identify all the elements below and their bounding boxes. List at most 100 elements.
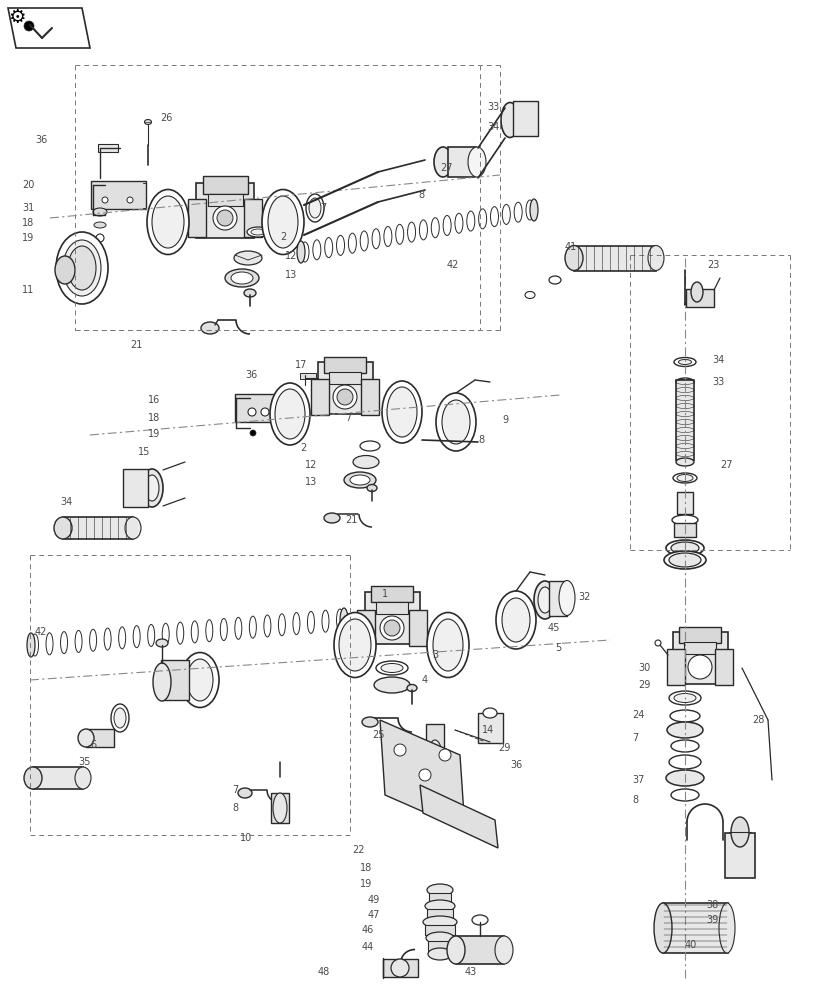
Bar	[425, 925, 455, 935]
Text: 8: 8	[232, 803, 238, 813]
Ellipse shape	[125, 517, 141, 539]
Ellipse shape	[672, 515, 698, 525]
Ellipse shape	[442, 400, 470, 444]
Bar	[448, 147, 476, 177]
Circle shape	[24, 21, 34, 31]
Bar	[244, 199, 262, 237]
Text: 2: 2	[300, 443, 306, 453]
Text: 12: 12	[305, 460, 317, 470]
Text: 7: 7	[320, 203, 326, 213]
Ellipse shape	[501, 103, 519, 137]
Text: 10: 10	[240, 833, 252, 843]
Bar	[428, 941, 452, 951]
Circle shape	[439, 749, 451, 761]
Bar	[674, 523, 696, 537]
Bar	[456, 936, 504, 964]
Ellipse shape	[391, 959, 409, 977]
Bar	[317, 362, 372, 414]
Bar	[86, 729, 114, 747]
Text: 13: 13	[305, 477, 317, 487]
Text: 12: 12	[285, 251, 297, 261]
Bar	[383, 959, 418, 977]
Text: 29: 29	[498, 743, 510, 753]
Ellipse shape	[275, 389, 305, 439]
Ellipse shape	[362, 717, 378, 727]
Bar	[202, 176, 247, 194]
Ellipse shape	[381, 664, 403, 672]
Ellipse shape	[181, 652, 219, 708]
Text: 8: 8	[418, 190, 424, 200]
Bar	[300, 373, 316, 379]
Ellipse shape	[268, 196, 298, 248]
Ellipse shape	[654, 903, 672, 953]
Ellipse shape	[427, 884, 453, 896]
Bar	[207, 194, 242, 206]
Ellipse shape	[667, 722, 703, 738]
Ellipse shape	[382, 381, 422, 443]
Circle shape	[213, 206, 237, 230]
Bar	[725, 832, 755, 878]
Ellipse shape	[534, 581, 556, 619]
Ellipse shape	[673, 473, 697, 483]
Text: 42: 42	[35, 627, 47, 637]
Bar	[677, 492, 693, 514]
Bar	[324, 357, 366, 373]
Text: 13: 13	[285, 270, 297, 280]
Ellipse shape	[731, 817, 749, 847]
Bar	[311, 379, 329, 415]
Ellipse shape	[428, 948, 452, 960]
Ellipse shape	[676, 458, 694, 466]
Circle shape	[248, 408, 256, 416]
Ellipse shape	[719, 903, 735, 953]
Bar	[161, 660, 189, 700]
Ellipse shape	[678, 360, 691, 364]
Text: 1: 1	[382, 589, 388, 599]
Text: 36: 36	[510, 760, 522, 770]
Text: 40: 40	[685, 940, 697, 950]
Text: 18: 18	[148, 413, 160, 423]
Text: 19: 19	[360, 879, 372, 889]
Text: 34: 34	[60, 497, 73, 507]
Ellipse shape	[27, 633, 35, 657]
Bar	[672, 632, 728, 684]
Bar	[361, 379, 379, 415]
Ellipse shape	[156, 639, 168, 647]
Ellipse shape	[63, 240, 101, 296]
Bar	[426, 724, 444, 756]
Ellipse shape	[244, 289, 256, 297]
Bar	[477, 713, 503, 743]
Ellipse shape	[147, 190, 189, 254]
Ellipse shape	[666, 540, 704, 556]
Circle shape	[96, 234, 104, 242]
Ellipse shape	[93, 208, 107, 216]
Ellipse shape	[114, 708, 126, 728]
Ellipse shape	[24, 767, 42, 789]
Bar	[365, 592, 419, 644]
Ellipse shape	[152, 196, 184, 248]
Ellipse shape	[434, 147, 452, 177]
Text: 27: 27	[720, 460, 733, 470]
Ellipse shape	[94, 222, 106, 228]
Bar	[679, 627, 721, 643]
Bar	[357, 610, 375, 646]
Ellipse shape	[691, 282, 703, 302]
Ellipse shape	[671, 740, 699, 752]
Text: 15: 15	[138, 447, 150, 457]
Ellipse shape	[78, 729, 94, 747]
Ellipse shape	[674, 694, 696, 702]
Ellipse shape	[433, 619, 463, 671]
Text: 16: 16	[148, 395, 160, 405]
Ellipse shape	[674, 358, 696, 366]
Text: 26: 26	[160, 113, 172, 123]
Ellipse shape	[324, 513, 340, 523]
Ellipse shape	[425, 900, 455, 912]
Text: 7: 7	[632, 733, 638, 743]
Ellipse shape	[427, 612, 469, 678]
Ellipse shape	[387, 387, 417, 437]
Ellipse shape	[677, 475, 693, 482]
Ellipse shape	[111, 704, 129, 732]
Ellipse shape	[565, 245, 583, 270]
Text: 29: 29	[638, 680, 650, 690]
Ellipse shape	[75, 767, 91, 789]
Ellipse shape	[247, 227, 269, 237]
